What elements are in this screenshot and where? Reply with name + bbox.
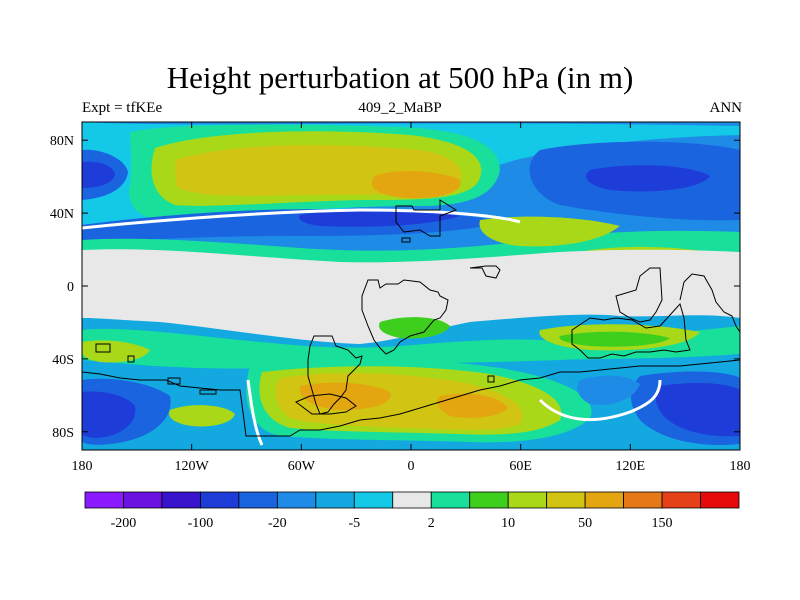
sh-ridge-orange-2 [437,393,508,418]
colorbar: -200 -100 -20 -5 2 10 50 150 [84,491,740,531]
colorbar-box [353,491,394,509]
colorbar-box [430,491,471,509]
sh-ridge-orange [299,382,391,410]
colorbar-label: -200 [111,516,137,531]
x-tick-label: 180 [730,459,751,474]
colorbar-box [546,491,586,509]
colorbar-box [123,491,163,509]
nw-atlantic-core [82,161,115,188]
colorbar-label: 50 [578,516,592,531]
contour-field [82,122,740,450]
colorbar-box [200,491,240,509]
colorbar-box [700,491,740,509]
colorbar-box [238,491,278,509]
tropical-neutral-band [82,249,740,344]
sh-deep-low-east [655,383,740,437]
colorbar-label: 150 [652,516,673,531]
colorbar-box [161,491,201,509]
colorbar-box [315,491,355,509]
colorbar-label: -20 [268,516,287,531]
x-tick-label: 60W [288,459,316,474]
ne-pacific-low-core [586,165,710,192]
colorbar-label: -5 [348,516,360,531]
coastline-southeast-asia [679,273,740,333]
x-tick-label: 60E [509,459,532,474]
sh-small-lime-blob [169,405,235,427]
colorbar-box [276,491,317,509]
case-label: 409_2_MaBP [358,100,442,116]
x-tick-label: 120E [616,459,646,474]
y-tick-label: 40N [50,207,74,222]
sh-green-wave [82,326,740,369]
coastline-pacific-islands [95,343,495,395]
x-tick-label: 0 [408,459,415,474]
plot-title: Height perturbation at 500 hPa (in m) [166,60,634,95]
axes: 180 120W 60W 0 60E 120E 180 80N 40N 0 40S 80S [50,122,751,474]
y-tick-label: 80S [52,426,74,441]
experiment-label: Expt = tfKEe [82,100,163,116]
colorbar-label: -100 [188,516,214,531]
x-tick-label: 120W [175,459,210,474]
colorbar-box [392,491,432,509]
coastline-south-america [307,335,363,415]
coastline-africa [361,279,449,355]
nh-deep-blue-core [299,209,460,227]
y-tick-label: 40S [52,353,74,368]
colorbar-box [469,491,509,509]
coastline-india [615,267,663,323]
nh-white-front [82,208,521,230]
coastline-antarctic-peninsula [295,393,357,415]
coastline-eurasia [395,199,458,237]
colorbar-box [507,491,548,509]
sh-indian-green [559,331,670,347]
season-label: ANN [709,100,743,116]
colorbar-label: 10 [501,516,515,531]
colorbar-label: 2 [428,516,435,531]
nh-subtropical-lime [479,216,620,247]
coastline-australia [571,302,691,359]
sw-pacific-lime [82,340,150,363]
coastlines [82,199,740,437]
sh-white-front [246,379,662,446]
y-tick-label: 80N [50,134,74,149]
sh-deep-low-west [82,391,136,438]
colorbar-box [84,491,124,509]
coastline-antarctica [82,359,740,437]
x-tick-label: 180 [72,459,93,474]
sh-mid-blue-east [577,375,640,406]
nh-orange-core [371,171,461,199]
colorbar-box [584,491,624,509]
coastline-arabia [469,265,501,279]
colorbar-box [623,491,663,509]
y-tick-label: 0 [67,280,74,295]
coastline-small-island [401,237,411,243]
colorbar-box [661,491,701,509]
